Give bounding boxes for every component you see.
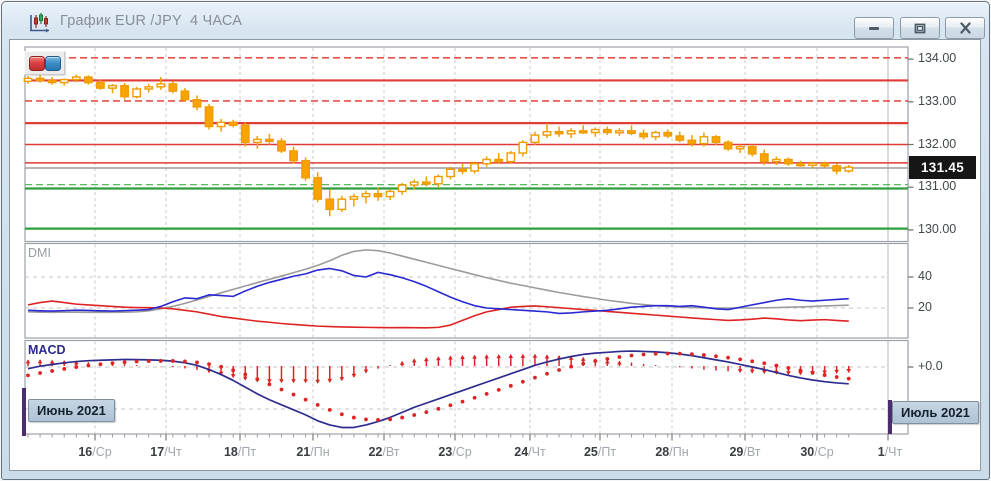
price-axis-label: 134.00 xyxy=(918,51,957,66)
month-boundary-marker-june xyxy=(21,388,26,436)
minimize-icon xyxy=(869,27,879,30)
window-title: График EUR /JPY 4 ЧАСА xyxy=(60,13,243,29)
x-axis-label: 21/Пн xyxy=(296,445,330,459)
minimize-button[interactable] xyxy=(854,17,894,39)
x-axis-label: 22/Вт xyxy=(368,445,400,459)
price-axis-label: 131.00 xyxy=(918,179,957,194)
x-axis-label: 30/Ср xyxy=(800,445,834,459)
restore-icon xyxy=(914,23,926,33)
candlestick-chart-icon xyxy=(28,11,52,35)
x-axis-label: 17/Чт xyxy=(150,445,182,459)
close-button[interactable] xyxy=(945,17,985,39)
dmi-axis-label: 40 xyxy=(918,269,932,283)
titlebar[interactable]: График EUR /JPY 4 ЧАСА xyxy=(4,4,989,39)
buy-button[interactable] xyxy=(45,56,61,71)
month-label-june: Июнь 2021 xyxy=(28,399,115,422)
chart-toolbar xyxy=(24,51,65,75)
dmi-axis-label: 20 xyxy=(918,300,932,314)
sell-button[interactable] xyxy=(29,56,45,71)
price-axis-label: 130.00 xyxy=(918,221,957,236)
dmi-panel-label: DMI xyxy=(28,246,51,260)
x-axis-label: 18/Пт xyxy=(223,445,257,459)
x-axis-label: 23/Ср xyxy=(438,445,472,459)
month-label-july: Июль 2021 xyxy=(892,401,979,424)
price-axis-label: 133.00 xyxy=(918,93,957,108)
x-axis-label: 28/Пн xyxy=(655,445,689,459)
macd-panel-label: MACD xyxy=(28,343,66,357)
price-axis-label: 132.00 xyxy=(918,136,957,151)
macd-axis-label: +0.0 xyxy=(918,359,943,373)
month-boundary-marker-july xyxy=(887,400,892,434)
restore-button[interactable] xyxy=(900,17,940,39)
x-axis-label: 24/Чт xyxy=(514,445,546,459)
x-axis-label: 1/Чт xyxy=(877,445,903,459)
x-axis-label: 16/Ср xyxy=(78,445,112,459)
chart-client-area xyxy=(9,39,981,471)
current-price-badge: 131.45 xyxy=(909,156,976,179)
close-icon xyxy=(959,22,971,34)
x-axis-label: 25/Пт xyxy=(583,445,617,459)
x-axis-label: 29/Вт xyxy=(729,445,761,459)
